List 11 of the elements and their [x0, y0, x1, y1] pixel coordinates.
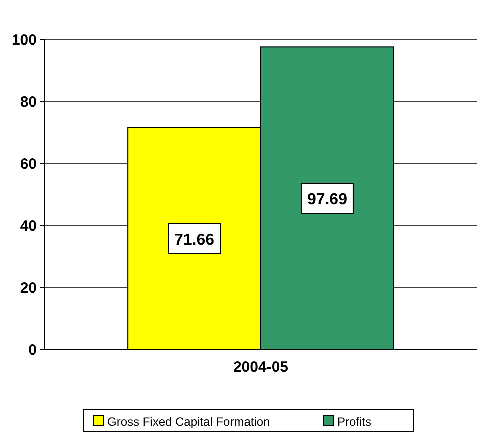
y-tick-label: 0	[28, 342, 37, 359]
legend-label: Profits	[338, 415, 372, 429]
y-tick-label: 20	[20, 280, 37, 297]
legend-label: Gross Fixed Capital Formation	[108, 415, 270, 429]
y-tick-label: 100	[12, 32, 37, 49]
data-label: 71.66	[174, 232, 215, 249]
x-tick-label: 2004-05	[233, 359, 289, 376]
y-tick-label: 60	[20, 156, 37, 173]
data-label: 97.69	[307, 192, 348, 209]
y-tick-label: 40	[20, 218, 37, 235]
y-tick-label: 80	[20, 94, 37, 111]
